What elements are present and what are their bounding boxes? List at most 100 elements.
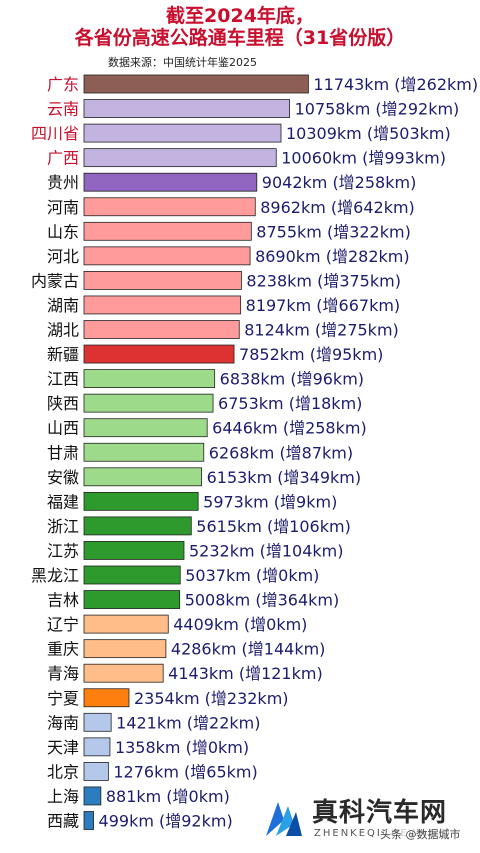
category-label: 湖北 <box>47 321 79 340</box>
category-label: 安徽 <box>47 468 79 487</box>
value-label: 5973km (增9km) <box>203 492 337 511</box>
category-label: 河南 <box>47 198 79 217</box>
bar <box>83 565 181 585</box>
category-label: 内蒙古 <box>31 271 79 290</box>
value-label: 6153km (增349km) <box>207 468 362 487</box>
category-label: 西藏 <box>47 812 79 831</box>
value-label: 10758km (增292km) <box>295 100 460 119</box>
value-label: 5232km (增104km) <box>189 541 344 560</box>
bar <box>83 737 111 757</box>
watermark: 真科汽车网 ZHENKEQICHEWANG 头条 @数据城市 <box>262 792 472 850</box>
bar <box>83 762 109 781</box>
bar <box>83 295 242 315</box>
chart-title-line2: 各省份高速公路通车里程（31省份版） <box>74 27 406 49</box>
value-label: 8124km (增275km) <box>244 321 399 340</box>
category-label: 贵州 <box>47 173 79 192</box>
category-label: 黑龙江 <box>31 566 79 585</box>
value-label: 5615km (增106km) <box>196 517 351 536</box>
category-label: 云南 <box>47 100 79 119</box>
category-label: 宁夏 <box>47 689 79 708</box>
bar <box>83 369 216 389</box>
category-label: 陕西 <box>47 394 79 413</box>
bar <box>83 270 242 290</box>
value-label: 10309km (增503km) <box>286 124 451 143</box>
value-label: 5008km (增364km) <box>185 591 340 610</box>
bar <box>83 442 205 462</box>
value-label: 2354km (增232km) <box>134 689 289 708</box>
category-label: 湖南 <box>47 296 79 315</box>
bar <box>83 320 240 339</box>
category-label: 北京 <box>47 762 79 781</box>
value-label: 4409km (增0km) <box>173 615 307 634</box>
bar <box>83 541 185 560</box>
value-label: 8962km (增642km) <box>260 198 415 217</box>
bar <box>83 221 252 241</box>
value-label: 8690km (增282km) <box>255 247 410 266</box>
value-label: 1276km (增65km) <box>113 762 257 781</box>
category-label: 四川省 <box>31 124 79 143</box>
category-label: 广西 <box>47 149 79 168</box>
bar <box>83 74 309 94</box>
category-label: 福建 <box>47 492 79 511</box>
value-label: 6268km (增87km) <box>209 443 353 462</box>
value-label: 5037km (增0km) <box>185 566 319 585</box>
value-label: 9042km (增258km) <box>262 173 417 192</box>
value-label: 6838km (增96km) <box>220 370 364 389</box>
category-label: 重庆 <box>47 640 79 659</box>
value-label: 1421km (增22km) <box>116 713 260 732</box>
category-label: 江苏 <box>47 541 79 560</box>
bar <box>83 663 164 683</box>
category-label: 海南 <box>47 713 79 732</box>
value-label: 881km (增0km) <box>106 787 230 806</box>
category-label: 广东 <box>47 75 79 94</box>
value-label: 8197km (增667km) <box>246 296 401 315</box>
category-label: 河北 <box>47 247 79 266</box>
value-label: 4143km (增121km) <box>168 664 323 683</box>
bar <box>83 491 199 511</box>
watermark-logo-icon <box>266 802 302 836</box>
watermark-name: 真科汽车网 <box>312 798 448 828</box>
value-label: 7852km (增95km) <box>239 345 383 364</box>
bar <box>83 590 181 609</box>
bar <box>83 246 251 266</box>
category-label: 甘肃 <box>47 443 79 462</box>
value-label: 1358km (增0km) <box>115 738 249 757</box>
category-label: 青海 <box>47 664 79 683</box>
category-label: 江西 <box>47 370 79 389</box>
value-label: 4286km (增144km) <box>171 640 326 659</box>
bar <box>83 123 282 143</box>
bar <box>83 344 235 364</box>
category-label: 新疆 <box>47 345 79 364</box>
bar <box>83 197 256 217</box>
value-label: 10060km (增993km) <box>281 149 446 168</box>
bar <box>83 148 277 168</box>
bar <box>83 811 94 830</box>
bar <box>83 418 208 438</box>
category-label: 吉林 <box>47 591 79 610</box>
category-label: 辽宁 <box>47 615 79 634</box>
category-label: 山西 <box>47 419 79 438</box>
chart-title-line1: 截至2024年底， <box>166 5 314 27</box>
value-label: 6753km (增18km) <box>218 394 362 413</box>
value-label: 499km (增92km) <box>99 812 233 831</box>
bar <box>83 393 214 413</box>
data-source: 数据来源：中国统计年鉴2025 <box>108 56 257 69</box>
value-label: 8238km (增375km) <box>246 271 401 290</box>
bar <box>83 639 167 659</box>
value-label: 11743km (增262km) <box>313 75 478 94</box>
bar <box>83 786 102 806</box>
bar <box>83 688 130 708</box>
bar <box>83 614 169 634</box>
bar <box>83 467 202 487</box>
category-label: 山东 <box>47 222 79 241</box>
bar <box>83 516 192 536</box>
bar <box>83 712 112 732</box>
category-label: 天津 <box>47 738 79 757</box>
bar <box>83 172 258 192</box>
value-label: 6446km (增258km) <box>212 419 367 438</box>
bar <box>83 99 290 118</box>
category-label: 上海 <box>47 787 79 806</box>
watermark-handle: 头条 @数据城市 <box>380 826 461 842</box>
category-label: 浙江 <box>47 517 79 536</box>
